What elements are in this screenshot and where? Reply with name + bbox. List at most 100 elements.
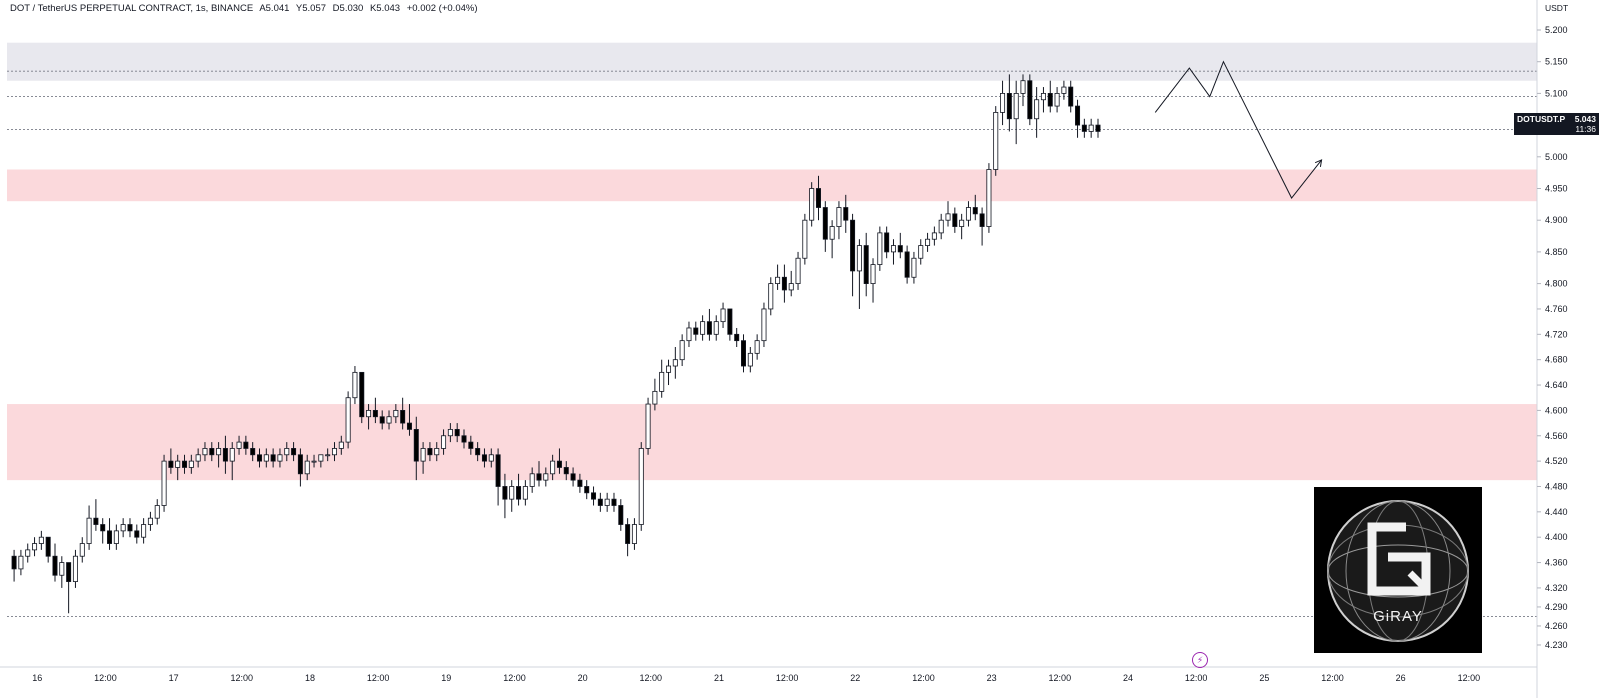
candle-body-95 xyxy=(659,371,665,392)
candle-body-54 xyxy=(379,416,385,424)
candle-body-33 xyxy=(236,441,242,449)
candle-body-70 xyxy=(488,454,494,462)
lightning-icon[interactable]: ⚡ xyxy=(1192,652,1208,668)
level-lines-layer xyxy=(7,70,1537,617)
candle-body-42 xyxy=(297,454,303,475)
candle-body-134 xyxy=(925,238,931,246)
time-tick-label-19: 12:00 xyxy=(1321,673,1344,683)
candle-body-102 xyxy=(706,321,712,335)
candle-body-82 xyxy=(570,473,576,481)
candle-body-148 xyxy=(1020,80,1026,94)
giray-logo: GiRAY xyxy=(1314,487,1482,653)
candle-body-90 xyxy=(625,524,631,544)
time-axis-ticks: 16 12:00 17 12:00 18 12:00 19 12:00 20 12:00 21 12:… xyxy=(32,673,1480,683)
candles-layer xyxy=(11,74,1101,614)
candle-body-79 xyxy=(550,460,556,475)
candle-body-126 xyxy=(870,264,876,284)
candle-body-130 xyxy=(897,245,903,253)
close-value: K5.043 xyxy=(369,3,401,14)
candle-body-20 xyxy=(147,517,153,525)
candle-body-78 xyxy=(543,473,549,481)
time-tick-label-10: 21 xyxy=(714,673,724,683)
candle-body-146 xyxy=(1006,93,1012,120)
price-tick-label-4: 5.000 xyxy=(1545,152,1568,162)
candle-body-38 xyxy=(270,454,276,462)
candle-body-93 xyxy=(645,403,651,449)
candle-body-58 xyxy=(406,422,412,430)
candle-body-91 xyxy=(631,524,637,544)
time-tick-label-6: 19 xyxy=(441,673,451,683)
candle-body-137 xyxy=(945,213,951,221)
change-value: +0.002 (+0.04%) xyxy=(406,3,478,14)
candle-body-119 xyxy=(822,207,828,240)
giray-logo-icon: GiRAY xyxy=(1327,500,1469,642)
candle-body-142 xyxy=(979,213,985,227)
candle-body-13 xyxy=(100,524,106,532)
candle-body-72 xyxy=(502,486,508,500)
candle-body-154 xyxy=(1061,86,1067,94)
time-tick-label-17: 12:00 xyxy=(1185,673,1208,683)
candle-body-30 xyxy=(216,448,222,456)
candle-body-135 xyxy=(931,232,937,240)
candle-body-108 xyxy=(747,352,753,367)
candle-body-103 xyxy=(713,321,719,335)
last-price-tag: DOTUSDT.P 5.043 11:36 xyxy=(1514,113,1599,135)
candle-body-140 xyxy=(965,207,971,221)
price-tag-price: 5.043 xyxy=(1574,114,1596,124)
candle-body-59 xyxy=(413,429,419,462)
projection-layer xyxy=(1154,60,1323,199)
candle-body-131 xyxy=(904,251,910,278)
time-tick-label-14: 23 xyxy=(987,673,997,683)
candle-body-49 xyxy=(345,397,351,443)
candle-body-7 xyxy=(59,562,65,576)
candle-body-112 xyxy=(775,276,781,285)
time-tick-label-13: 12:00 xyxy=(912,673,935,683)
candle-body-143 xyxy=(986,169,992,227)
candle-body-46 xyxy=(325,454,331,457)
candle-body-150 xyxy=(1034,99,1040,120)
time-tick-label-9: 12:00 xyxy=(640,673,663,683)
candle-body-60 xyxy=(420,448,426,462)
candle-body-157 xyxy=(1081,124,1087,132)
candle-body-153 xyxy=(1054,93,1060,107)
candle-body-15 xyxy=(113,530,119,544)
candle-body-71 xyxy=(495,454,501,487)
candle-body-41 xyxy=(291,448,297,456)
candle-body-22 xyxy=(161,460,167,506)
candle-body-9 xyxy=(72,555,78,582)
candle-body-31 xyxy=(222,448,228,462)
candle-body-25 xyxy=(182,460,188,468)
candle-body-24 xyxy=(175,460,181,468)
candle-body-48 xyxy=(338,441,344,449)
projection-arrowhead xyxy=(1314,159,1323,167)
candle-body-97 xyxy=(672,359,678,367)
candle-body-125 xyxy=(863,245,869,284)
candle-body-113 xyxy=(781,276,787,291)
candle-body-138 xyxy=(952,213,958,227)
candle-body-128 xyxy=(884,232,890,253)
supply-zone-0 xyxy=(7,42,1537,81)
time-tick-label-8: 20 xyxy=(578,673,588,683)
price-tick-label-2: 5.100 xyxy=(1545,88,1568,98)
candle-body-74 xyxy=(516,486,522,500)
candle-body-136 xyxy=(938,219,944,234)
candle-body-104 xyxy=(720,308,726,323)
candle-body-81 xyxy=(563,467,569,475)
candle-body-123 xyxy=(850,219,856,272)
price-tick-label-1: 5.150 xyxy=(1545,57,1568,67)
time-tick-label-18: 25 xyxy=(1259,673,1269,683)
price-tick-label-15: 4.520 xyxy=(1545,456,1568,466)
time-tick-label-12: 22 xyxy=(850,673,860,683)
time-tick-label-11: 12:00 xyxy=(776,673,799,683)
candle-body-0 xyxy=(11,555,17,570)
candle-body-40 xyxy=(284,448,290,456)
candle-body-39 xyxy=(277,454,283,462)
candle-body-34 xyxy=(243,441,249,449)
candle-body-84 xyxy=(584,486,590,494)
time-tick-label-7: 12:00 xyxy=(503,673,526,683)
candle-body-144 xyxy=(993,112,999,170)
candle-body-10 xyxy=(79,543,85,557)
candle-body-96 xyxy=(666,365,672,373)
candle-body-111 xyxy=(768,283,774,310)
